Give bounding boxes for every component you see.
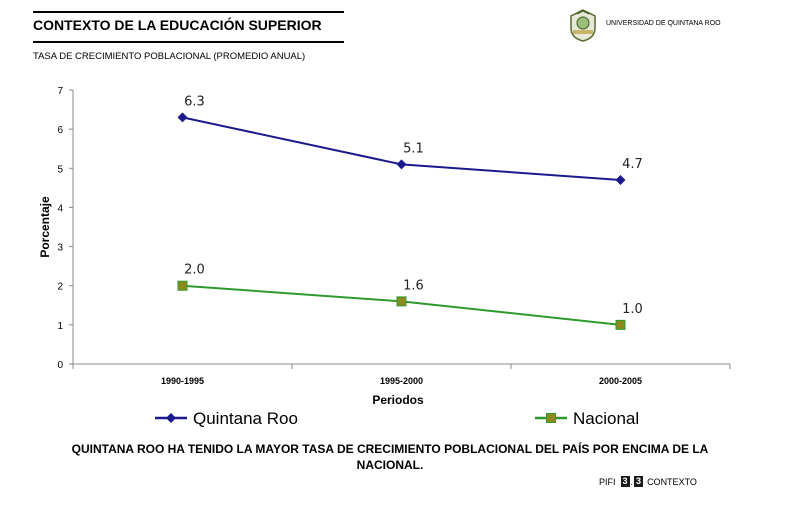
- legend-label: Nacional: [573, 409, 639, 428]
- y-tick-label: 3: [57, 243, 63, 254]
- y-tick-label: 6: [57, 125, 63, 136]
- footer-badge-1: 3: [620, 476, 630, 487]
- footer: PIFI 3 . 3 CONTEXTO: [599, 476, 697, 487]
- data-label: 1.0: [622, 302, 643, 317]
- chart-legend: Quintana Roo Nacional: [155, 409, 639, 428]
- data-label: 4.7: [622, 157, 643, 172]
- x-tick-label: 2000-2005: [599, 376, 642, 386]
- page-title: CONTEXTO DE LA EDUCACIÓN SUPERIOR: [33, 17, 322, 33]
- university-crest-icon: [570, 9, 596, 42]
- line-chart: 0 1 2 3 4 5 6 7 1990-1995 1995-2000 2000-2005 Perio…: [38, 86, 731, 428]
- conclusion-text: QUINTANA ROO HA TENIDO LA MAYOR TASA DE …: [71, 442, 709, 472]
- data-point: [396, 159, 407, 170]
- chart-marks: 6.3 5.1 4.7 2.0 1.6 1.0: [177, 94, 643, 330]
- y-tick-label: 7: [57, 86, 63, 97]
- data-point: [177, 280, 188, 291]
- series-line-0: [182, 116, 621, 182]
- header-rule-bottom: [33, 41, 344, 43]
- university-name: UNIVERSIDAD DE QUINTANA ROO: [606, 20, 721, 27]
- data-point: [615, 319, 626, 330]
- data-label: 1.6: [403, 278, 424, 293]
- y-tick-label: 1: [57, 321, 63, 332]
- data-point: [177, 112, 188, 123]
- data-point: [615, 175, 626, 186]
- y-axis-label: Porcentaje: [38, 196, 52, 258]
- footer-suffix: CONTEXTO: [647, 476, 697, 487]
- x-tick-label: 1990-1995: [161, 376, 204, 386]
- page-subtitle: TASA DE CRECIMIENTO POBLACIONAL (PROMEDI…: [33, 51, 306, 62]
- legend-marker: [546, 413, 556, 423]
- data-label: 6.3: [184, 94, 205, 109]
- header-rule-top: [33, 11, 344, 13]
- chart-axes: 0 1 2 3 4 5 6 7 1990-1995 1995-2000 2000-2005 Perio…: [38, 86, 731, 407]
- data-point: [396, 296, 407, 307]
- footer-prefix: PIFI: [599, 476, 616, 487]
- x-tick-label: 1995-2000: [380, 376, 423, 386]
- footer-separator: .: [630, 476, 634, 487]
- data-label: 2.0: [184, 263, 205, 278]
- data-label: 5.1: [403, 141, 424, 156]
- y-tick-label: 4: [57, 203, 63, 214]
- legend-marker: [166, 413, 176, 423]
- y-tick-label: 2: [57, 282, 63, 293]
- footer-badge-2: 3: [634, 476, 644, 487]
- x-axis-label: Periodos: [372, 393, 424, 407]
- y-tick-label: 0: [57, 360, 63, 371]
- y-tick-label: 5: [57, 164, 63, 175]
- legend-label: Quintana Roo: [193, 409, 298, 428]
